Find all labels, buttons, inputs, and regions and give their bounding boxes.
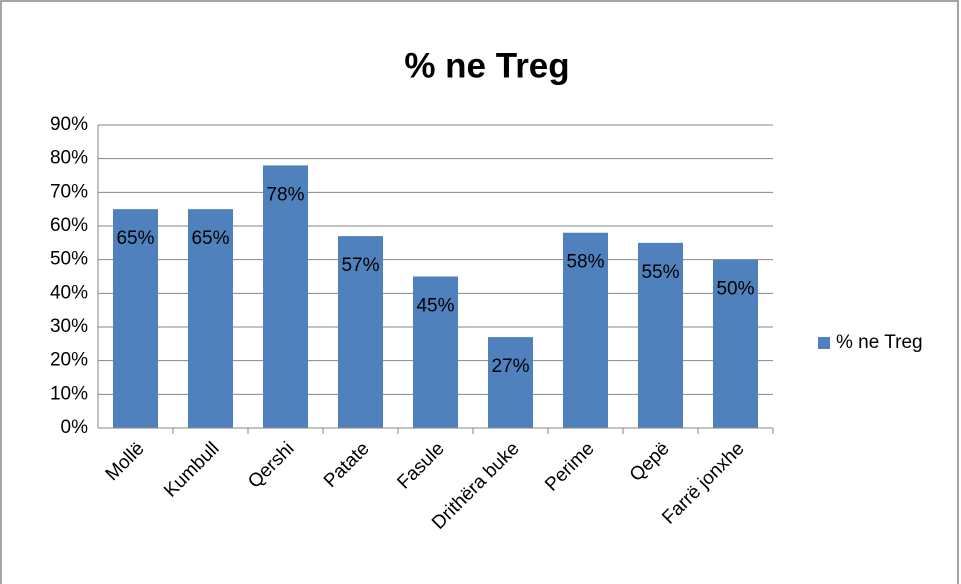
y-tick-label: 60% [50,215,88,236]
legend-swatch [818,337,830,349]
data-label: 57% [341,255,379,276]
data-label: 65% [116,228,154,249]
y-tick-label: 50% [50,249,88,270]
bar [263,165,308,428]
y-tick-label: 40% [50,282,88,303]
y-tick-label: 20% [50,350,88,371]
y-tick-label: 10% [50,383,88,404]
y-tick-label: 70% [50,181,88,202]
bar [488,337,533,428]
bar [113,209,158,428]
bar [338,236,383,428]
data-label: 58% [566,252,604,273]
y-tick-label: 80% [50,148,88,169]
y-tick-label: 30% [50,316,88,337]
data-label: 27% [491,356,529,377]
y-tick-label: 90% [50,114,88,135]
data-label: 65% [191,228,229,249]
data-label: 50% [716,279,754,300]
bar [563,232,608,428]
legend-label: % ne Treg [836,332,923,353]
data-label: 45% [416,296,454,317]
bar [188,209,233,428]
y-tick-label: 0% [61,417,89,438]
bar [413,276,458,428]
data-label: 55% [641,262,679,283]
data-label: 78% [266,184,304,205]
chart-title: % ne Treg [404,46,569,85]
bar [713,259,758,428]
bar [638,242,683,428]
